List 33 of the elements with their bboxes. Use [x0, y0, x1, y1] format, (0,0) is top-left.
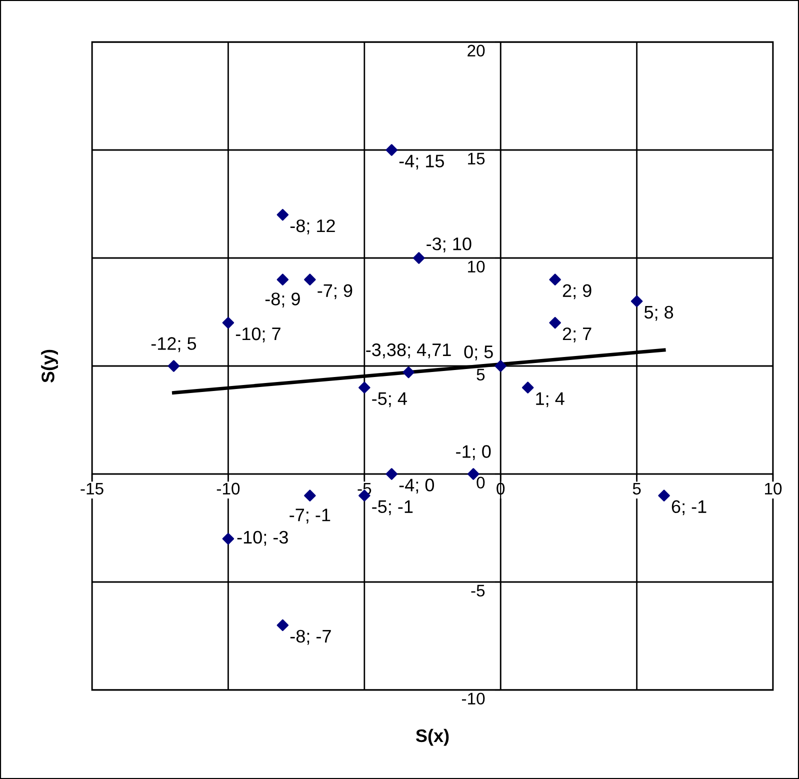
x-axis-title: S(x) — [416, 728, 449, 746]
annotation: 6; -1 — [672, 500, 706, 516]
annotation: -8; -7 — [290, 630, 331, 645]
x-tick-label: -10 — [216, 482, 240, 495]
annotation: -4; 0 — [399, 478, 434, 494]
annotation: 5; 8 — [644, 306, 674, 321]
annotation: 1; 4 — [536, 392, 564, 408]
x-tick-label: -15 — [80, 482, 104, 495]
y-tick-label: 10 — [468, 260, 485, 273]
annotation: -12; 5 — [151, 337, 196, 352]
annotation: -5; 4 — [372, 392, 407, 408]
annotation: -8; 9 — [265, 292, 300, 308]
y-tick-label: 15 — [468, 152, 485, 165]
y-axis-title: S(y) — [41, 350, 58, 383]
y-tick-label: -5 — [471, 584, 485, 597]
y-tick-label: 5 — [476, 368, 485, 381]
annotation: -7; -1 — [290, 508, 330, 524]
annotation: -1; 0 — [456, 445, 491, 460]
annotation: -8; 12 — [290, 219, 335, 234]
annotation: 2; 7 — [562, 327, 592, 342]
x-tick-label: 10 — [765, 482, 782, 495]
x-tick-label: 5 — [632, 482, 641, 495]
annotation: -10; -3 — [237, 530, 288, 546]
annotation: -3; 10 — [426, 237, 472, 252]
annotation: -10; 7 — [236, 327, 280, 342]
annotation: -7; 9 — [318, 284, 352, 300]
y-tick-label: 20 — [468, 44, 485, 57]
annotation: -4; 15 — [399, 154, 444, 170]
annotation: -3,38; 4,71 — [366, 343, 451, 358]
annotation: -5; -1 — [372, 500, 413, 516]
annotation: 0; 5 — [464, 345, 493, 360]
y-tick-label: -10 — [462, 692, 485, 705]
annotation: 2; 9 — [562, 284, 592, 300]
